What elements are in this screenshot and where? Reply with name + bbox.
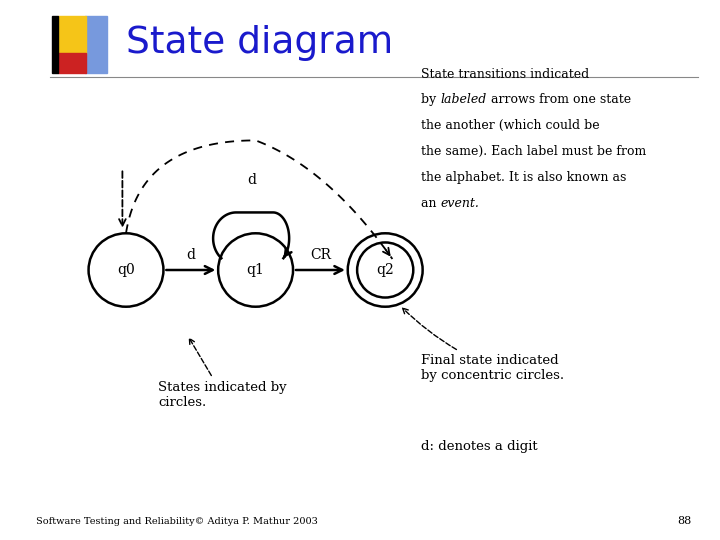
Text: q0: q0: [117, 263, 135, 277]
Text: State transitions indicated: State transitions indicated: [421, 68, 590, 80]
Text: d: d: [248, 173, 256, 187]
Text: Software Testing and Reliability© Aditya P. Mathur 2003: Software Testing and Reliability© Aditya…: [36, 517, 318, 526]
Text: CR: CR: [310, 248, 331, 262]
Text: States indicated by
circles.: States indicated by circles.: [158, 339, 287, 409]
Text: d: denotes a digit: d: denotes a digit: [421, 440, 538, 453]
Text: arrows from one state: arrows from one state: [487, 93, 631, 106]
Bar: [85, 16, 107, 73]
Text: an: an: [421, 197, 441, 210]
Bar: [52, 16, 58, 73]
Text: State diagram: State diagram: [126, 25, 393, 61]
Text: by: by: [421, 93, 441, 106]
Text: q2: q2: [377, 263, 394, 277]
Text: event.: event.: [441, 197, 480, 210]
Text: 88: 88: [677, 516, 691, 526]
Text: the alphabet. It is also known as: the alphabet. It is also known as: [421, 171, 626, 184]
Bar: [58, 53, 86, 73]
Text: Final state indicated
by concentric circles.: Final state indicated by concentric circ…: [402, 308, 564, 382]
Text: d: d: [186, 248, 195, 262]
Text: the another (which could be: the another (which could be: [421, 119, 600, 132]
Bar: [58, 16, 86, 55]
Text: q1: q1: [247, 263, 264, 277]
Text: the same). Each label must be from: the same). Each label must be from: [421, 145, 647, 158]
Text: labeled: labeled: [441, 93, 487, 106]
